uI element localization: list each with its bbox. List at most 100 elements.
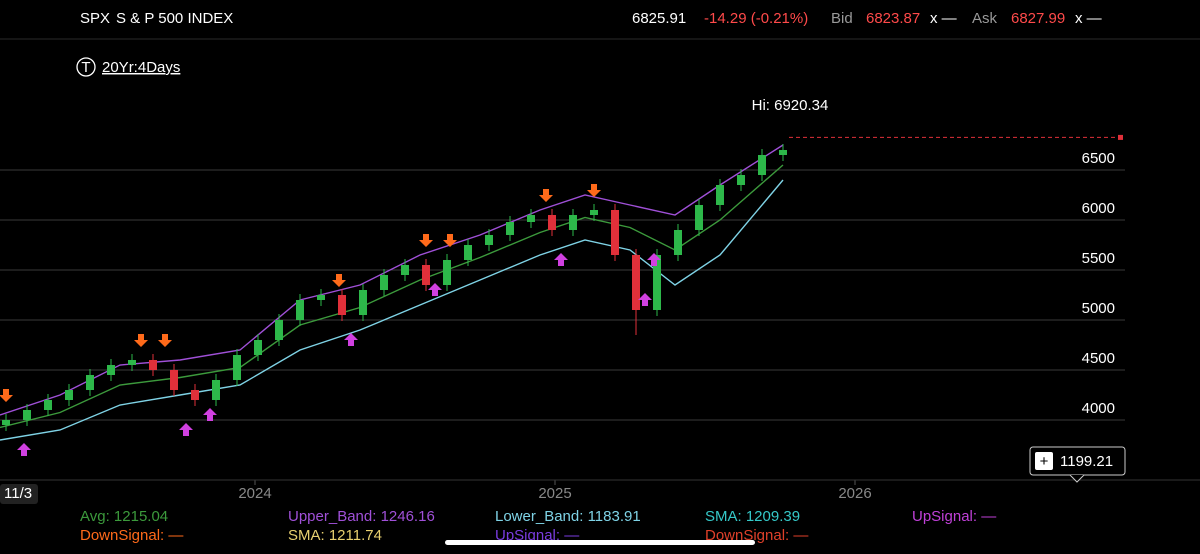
period-icon[interactable] — [76, 57, 96, 77]
candle — [317, 289, 325, 306]
candle — [632, 249, 640, 335]
candle-body — [317, 295, 325, 300]
candle — [296, 294, 304, 326]
legend-item: Avg: 1215.04 — [80, 508, 168, 525]
candle-body — [1, 420, 10, 425]
candle — [170, 364, 178, 396]
down-signal — [539, 189, 553, 202]
candle — [338, 289, 346, 321]
date-tag: 11/3 — [4, 485, 32, 502]
up-signal — [638, 293, 652, 306]
candle-body — [212, 380, 220, 400]
last-price: 6825.91 — [632, 10, 686, 27]
x-tick-label: 2025 — [538, 485, 571, 502]
candle — [779, 144, 787, 161]
candle — [611, 204, 619, 261]
candle-body — [233, 355, 241, 380]
candle-body — [107, 365, 115, 375]
candle — [485, 229, 493, 251]
down-signal — [419, 234, 433, 247]
legend-item: SMA: 1209.39 — [705, 508, 800, 525]
down-signal — [0, 389, 13, 402]
legend-item: Lower_Band: 1183.91 — [495, 508, 641, 525]
candle — [401, 259, 409, 281]
down-signal — [158, 334, 172, 347]
up-signal — [428, 283, 442, 296]
candle-body — [296, 300, 304, 320]
candle — [359, 284, 367, 321]
candle — [44, 394, 52, 416]
candle-body — [590, 210, 598, 215]
symbol: SPX — [80, 10, 110, 27]
candle-body — [569, 215, 577, 230]
bid-size: x — — [930, 10, 957, 27]
down-signal — [332, 274, 346, 287]
legend-item: UpSignal: — — [495, 527, 579, 544]
candle — [128, 354, 136, 371]
candle-body — [548, 215, 556, 230]
candle-body — [674, 230, 682, 255]
candle-body — [485, 235, 493, 245]
candle — [107, 359, 115, 381]
price-tag-plus-box[interactable] — [1035, 452, 1053, 470]
candle — [695, 199, 703, 236]
y-tick-label: 5500 — [1082, 250, 1115, 267]
candle-body — [716, 185, 724, 205]
price-tag-pointer — [1069, 474, 1085, 483]
legend-item: UpSignal: — — [912, 508, 996, 525]
symbol-name: S & P 500 INDEX — [116, 10, 233, 27]
candle — [23, 404, 31, 426]
candle-body — [527, 215, 535, 222]
candle-body — [338, 295, 346, 315]
ask: 6827.99 — [1011, 10, 1065, 27]
candle-body — [611, 210, 619, 255]
candle — [275, 314, 283, 346]
up-signal — [203, 408, 217, 421]
candle — [464, 239, 472, 266]
candle — [86, 369, 94, 396]
x-tick-label: 2024 — [238, 485, 271, 502]
candle-body — [779, 150, 787, 155]
candle — [716, 179, 724, 211]
legend-item: DownSignal: — — [705, 527, 808, 544]
candle-body — [128, 360, 136, 365]
candle-body — [506, 222, 514, 235]
candle — [737, 169, 745, 191]
candle — [422, 259, 430, 291]
candle-body — [65, 390, 73, 400]
candle — [233, 349, 241, 386]
candle-body — [758, 155, 766, 175]
candle — [590, 204, 598, 221]
candle — [254, 334, 262, 361]
y-tick-label: 5000 — [1082, 300, 1115, 317]
candle-body — [464, 245, 472, 260]
candle — [674, 224, 682, 261]
candle — [191, 384, 199, 406]
candle — [149, 354, 157, 376]
down-signal — [587, 184, 601, 197]
candle — [65, 384, 73, 406]
candle-body — [380, 275, 388, 290]
candle — [506, 216, 514, 241]
candle — [548, 209, 556, 236]
candle — [212, 374, 220, 406]
candle — [527, 209, 535, 228]
band-line — [0, 144, 784, 416]
down-signal — [443, 234, 457, 247]
up-signal — [647, 253, 661, 266]
price-line-end — [1118, 134, 1123, 140]
up-signal — [17, 443, 31, 456]
period[interactable]: 20Yr:4Days — [102, 59, 180, 76]
candle-body — [695, 205, 703, 230]
candle-body — [191, 390, 199, 400]
band-line — [0, 179, 784, 441]
x-tick-label: 2026 — [838, 485, 871, 502]
y-tick-label: 6500 — [1082, 150, 1115, 167]
up-signal — [179, 423, 193, 436]
candle — [1, 414, 10, 431]
y-tick-label: 4500 — [1082, 350, 1115, 367]
up-signal — [554, 253, 568, 266]
legend-item: Upper_Band: 1246.16 — [288, 508, 435, 525]
